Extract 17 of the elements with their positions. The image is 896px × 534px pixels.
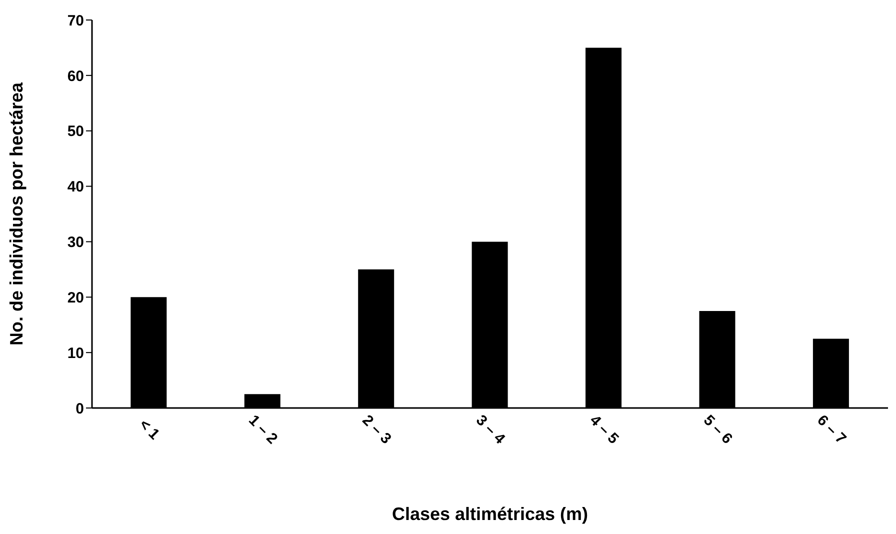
y-tick-label: 70 — [67, 12, 84, 30]
y-tick-label: 30 — [67, 234, 84, 252]
x-tick-label: 6 – 7 — [814, 412, 850, 448]
x-tick-label: 3 – 4 — [472, 412, 509, 448]
y-tick-label: 60 — [67, 68, 84, 85]
x-tick-label: 2 – 3 — [358, 412, 394, 448]
y-tick-label: 50 — [67, 123, 84, 140]
x-axis-title: Clases altimétricas (m) — [392, 504, 588, 524]
x-tick-label: 4 – 5 — [586, 412, 622, 448]
x-tick-label: < 1 — [136, 416, 163, 444]
y-tick-label: 0 — [76, 400, 84, 418]
y-tick-label: 20 — [67, 289, 84, 306]
x-tick-label: 1 – 2 — [245, 412, 281, 448]
y-tick-label: 10 — [67, 344, 84, 362]
x-tick-label: 5 – 6 — [700, 412, 736, 448]
y-tick-label: 40 — [67, 178, 84, 196]
y-axis-title: No. de individuos por hectárea — [6, 81, 26, 346]
